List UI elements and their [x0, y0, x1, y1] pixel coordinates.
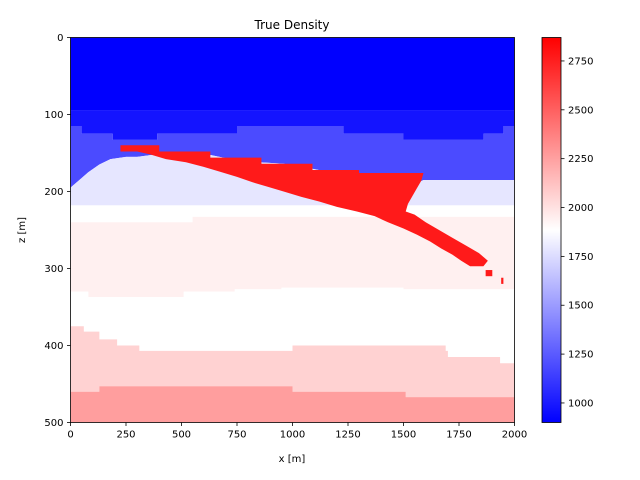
colorbar-tick-label: 1250 [568, 350, 593, 361]
colorbar-tick-label: 2250 [568, 154, 593, 165]
colorbar-frame [541, 37, 562, 423]
x-tick-label: 0 [67, 430, 73, 441]
density-layer-5 [70, 216, 515, 297]
x-tick-label: 750 [227, 430, 246, 441]
y-tick-label: 200 [44, 187, 63, 198]
colorbar-tick-label: 2000 [568, 203, 593, 214]
density-layer-8 [70, 386, 515, 423]
colorbar-axis: 1000 1250 1500 1750 2000 2250 2500 2750 [561, 56, 593, 409]
colorbar [542, 37, 561, 423]
density-layer-2 [70, 126, 515, 189]
density-layer-10 [485, 270, 493, 277]
y-axis: 0 100 200 300 400 500 [44, 33, 71, 429]
density-heatmap [70, 37, 515, 423]
x-tick-label: 1500 [391, 430, 416, 441]
x-axis-label: x [m] [279, 454, 306, 465]
x-tick-label: 1250 [335, 430, 360, 441]
density-layer-1 [70, 110, 515, 140]
colorbar-tick-label: 1500 [568, 301, 593, 312]
x-axis: 0 250 500 750 1000 1250 1500 1750 2000 [67, 422, 527, 441]
colorbar-tick-label: 2750 [568, 56, 593, 67]
density-layer-6 [70, 287, 515, 364]
y-tick-label: 100 [44, 110, 63, 121]
x-tick-label: 1000 [280, 430, 305, 441]
density-layer-0 [70, 37, 515, 111]
y-tick-label: 500 [44, 418, 63, 429]
colorbar-tick-label: 1750 [568, 252, 593, 263]
x-tick-label: 250 [116, 430, 135, 441]
y-tick-label: 0 [57, 33, 63, 44]
density-layer-9 [120, 145, 488, 267]
density-layer-7 [70, 326, 515, 398]
y-tick-label: 400 [44, 341, 63, 352]
colorbar-tick-label: 1000 [568, 398, 593, 409]
y-axis-label: z [m] [17, 217, 28, 243]
x-tick-label: 2000 [502, 430, 527, 441]
x-tick-label: 1750 [446, 430, 471, 441]
x-tick-label: 500 [172, 430, 191, 441]
chart-title: True Density [254, 18, 330, 32]
y-tick-label: 300 [44, 264, 63, 275]
density-layer-11 [501, 277, 504, 284]
colorbar-tick-label: 2500 [568, 105, 593, 116]
